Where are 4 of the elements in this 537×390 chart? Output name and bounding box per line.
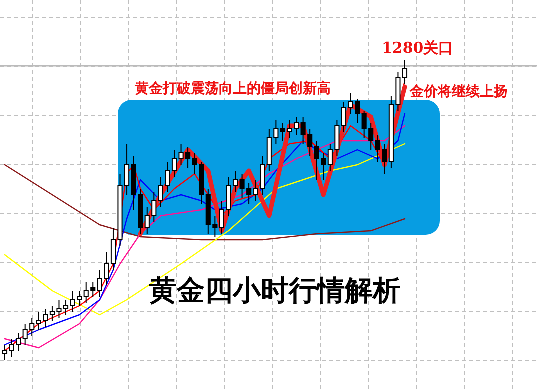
text: 黄金四小时行情解析 xyxy=(148,274,401,307)
text: 金价将继续上扬 xyxy=(409,84,508,100)
annotation: 黄金打破震荡向上的僵局创新高 xyxy=(134,80,331,97)
text: 1280关口 xyxy=(382,39,454,57)
